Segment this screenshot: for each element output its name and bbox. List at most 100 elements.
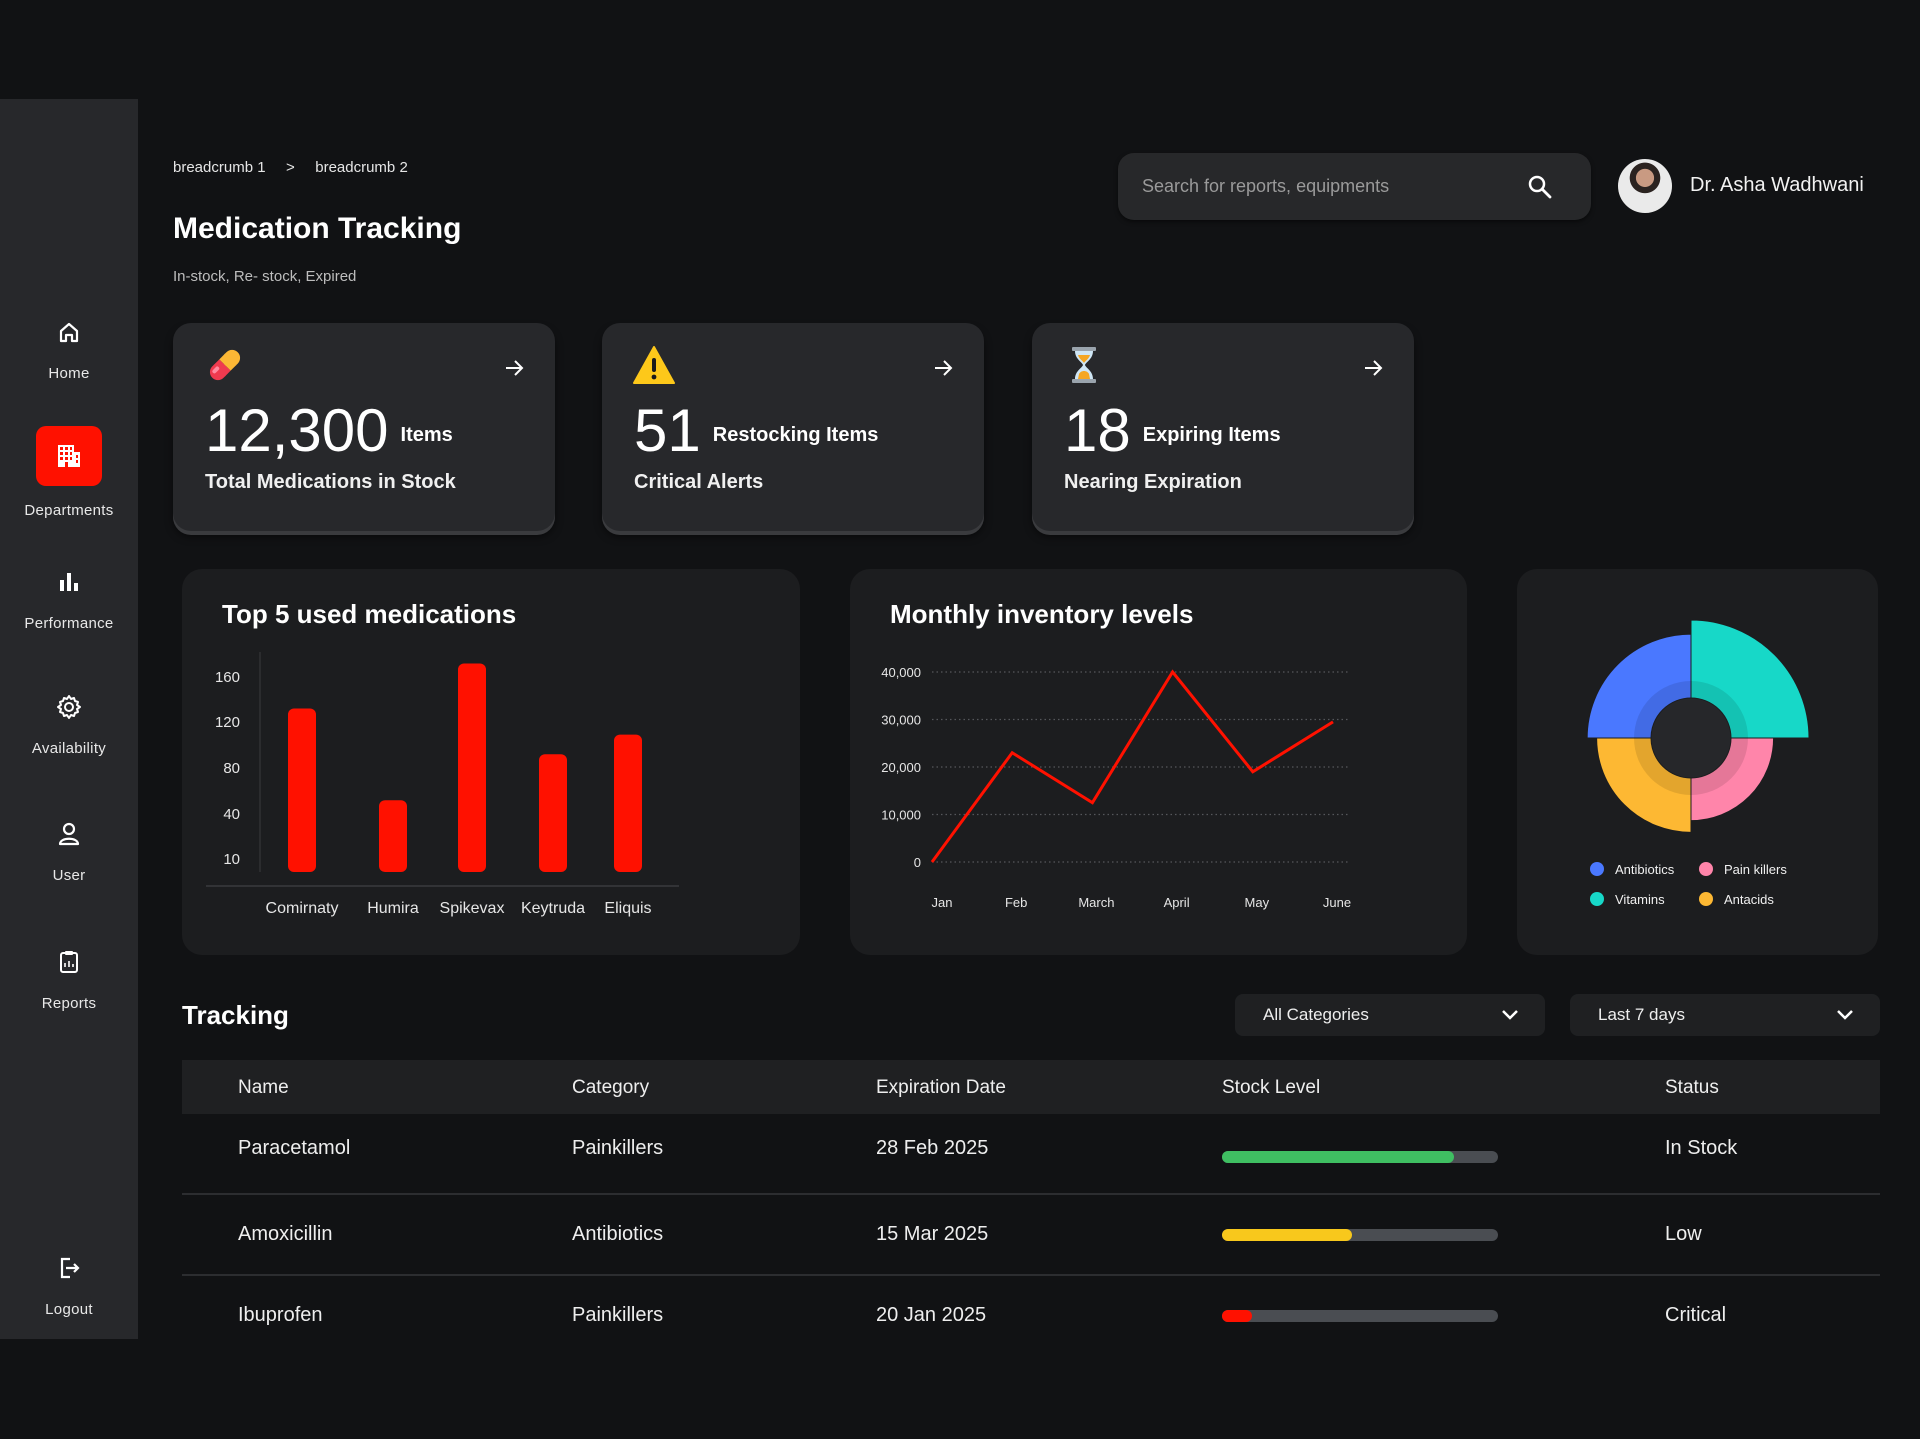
chevron-down-icon — [1837, 1010, 1853, 1020]
sidebar-item-label: Home — [48, 365, 90, 382]
stock-level-fill — [1222, 1151, 1454, 1163]
bar — [539, 754, 567, 872]
stat-card-total-medications[interactable]: 12,300 Items Total Medications in Stock — [173, 323, 555, 531]
column-header-category[interactable]: Category — [572, 1077, 650, 1098]
stat-card-critical-alerts[interactable]: 51 Restocking Items Critical Alerts — [602, 323, 984, 531]
y-tick-label: 40,000 — [881, 665, 921, 680]
breadcrumb: breadcrumb 1 > breadcrumb 2 — [173, 159, 408, 177]
sidebar-item-user[interactable]: User — [0, 819, 138, 884]
x-tick-label: Spikevax — [440, 900, 505, 917]
stat-value: 18 — [1064, 397, 1131, 464]
line-chart: 0 10,000 20,000 30,000 40,000 Jan Feb March Apri… — [881, 665, 1351, 910]
sidebar-item-label: Departments — [24, 502, 114, 519]
user-icon — [58, 822, 80, 846]
departments-button[interactable] — [36, 426, 102, 486]
x-tick-label: Humira — [367, 900, 419, 917]
y-tick-label: 160 — [215, 669, 240, 686]
warning-icon — [633, 346, 675, 384]
stat-label: Nearing Expiration — [1064, 471, 1242, 493]
cell-category: Painkillers — [572, 1137, 664, 1159]
stock-level-bar — [1222, 1310, 1498, 1322]
y-tick-label: 80 — [223, 760, 240, 777]
cell-category: Painkillers — [572, 1304, 664, 1326]
x-tick-label: Comirnaty — [266, 900, 339, 917]
clipboard-icon — [60, 951, 78, 973]
page-subtitle: In-stock, Re- stock, Expired — [173, 268, 357, 285]
sidebar-item-home[interactable]: Home — [0, 317, 138, 382]
legend-label: Antacids — [1724, 892, 1774, 907]
bar — [288, 708, 316, 872]
category-distribution-card: Antibiotics Pain killers Vitamins Antacids — [1517, 569, 1878, 955]
home-icon — [59, 322, 79, 343]
breadcrumb-item[interactable]: breadcrumb 2 — [315, 159, 408, 176]
stat-label: Critical Alerts — [634, 471, 764, 493]
bar-chart-icon — [60, 573, 78, 591]
legend-dot — [1699, 892, 1713, 906]
x-tick-label: Feb — [1005, 895, 1027, 910]
column-header-name[interactable]: Name — [238, 1077, 289, 1098]
x-tick-label: Keytruda — [521, 900, 585, 917]
x-tick-label: March — [1078, 895, 1114, 910]
avatar[interactable] — [1618, 159, 1672, 213]
top-medications-card: 10 40 80 120 160 Comirnaty Humira Spikevax Keytr… — [182, 569, 800, 955]
chart-title: Monthly inventory levels — [890, 599, 1194, 629]
table-row[interactable]: Paracetamol Painkillers 28 Feb 2025 In S… — [182, 1109, 1880, 1189]
category-dropdown[interactable]: All Categories — [1235, 994, 1545, 1036]
period-dropdown[interactable]: Last 7 days — [1570, 994, 1880, 1036]
sidebar-item-reports[interactable]: Reports — [0, 947, 138, 1012]
search-icon[interactable] — [1527, 174, 1553, 200]
gear-icon — [57, 695, 81, 719]
sidebar-item-label: User — [52, 867, 86, 884]
arrow-right-icon[interactable] — [503, 357, 525, 379]
sidebar-item-label: Performance — [24, 615, 114, 632]
period-dropdown-value: Last 7 days — [1598, 1005, 1685, 1024]
table-row[interactable]: Amoxicillin Antibiotics 15 Mar 2025 Low — [182, 1195, 1880, 1275]
stock-level-bar — [1222, 1229, 1498, 1241]
legend-label: Pain killers — [1724, 862, 1787, 877]
legend-dot — [1590, 862, 1604, 876]
search-input[interactable] — [1142, 153, 1522, 220]
breadcrumb-separator: > — [286, 159, 295, 176]
cell-expiry: 15 Mar 2025 — [876, 1223, 989, 1245]
bar — [379, 800, 407, 872]
bar-chart: 10 40 80 120 160 Comirnaty Humira Spikevax Keytr… — [206, 652, 679, 917]
sidebar: Home Departments Performance Availabilit… — [0, 99, 138, 1339]
sidebar-item-departments[interactable]: Departments — [0, 426, 138, 519]
hourglass-icon — [1072, 347, 1096, 383]
x-tick-label: June — [1323, 895, 1351, 910]
stat-unit: Items — [400, 424, 453, 447]
table-header: Name Category Expiration Date Stock Leve… — [182, 1060, 1880, 1114]
user-name: Dr. Asha Wadhwani — [1690, 174, 1864, 196]
cell-name: Ibuprofen — [238, 1304, 323, 1326]
arrow-right-icon[interactable] — [932, 357, 954, 379]
y-tick-label: 20,000 — [881, 760, 921, 775]
column-header-status[interactable]: Status — [1665, 1077, 1719, 1098]
breadcrumb-item[interactable]: breadcrumb 1 — [173, 159, 266, 176]
series-line — [930, 669, 1334, 863]
logout-label: Logout — [45, 1301, 93, 1318]
x-tick-label: May — [1245, 895, 1270, 910]
cell-name: Amoxicillin — [238, 1223, 333, 1245]
sidebar-item-performance[interactable]: Performance — [0, 567, 138, 632]
category-dropdown-value: All Categories — [1263, 1005, 1369, 1024]
cell-name: Paracetamol — [238, 1137, 351, 1159]
stat-card-expiring[interactable]: 18 Expiring Items Nearing Expiration — [1032, 323, 1414, 531]
arrow-right-icon[interactable] — [1362, 357, 1384, 379]
stat-value: 12,300 — [205, 397, 389, 464]
polar-area-chart: Antibiotics Pain killers Vitamins Antacids — [1586, 619, 1810, 907]
sidebar-item-availability[interactable]: Availability — [0, 692, 138, 757]
column-header-stock[interactable]: Stock Level — [1222, 1077, 1321, 1098]
stock-level-fill — [1222, 1229, 1352, 1241]
x-tick-label: April — [1164, 895, 1190, 910]
row-divider — [182, 1274, 1880, 1276]
table-row[interactable]: Ibuprofen Painkillers 20 Jan 2025 Critic… — [182, 1276, 1880, 1356]
y-tick-label: 30,000 — [881, 713, 921, 728]
logout-button[interactable]: Logout — [0, 1253, 138, 1318]
pill-icon — [209, 349, 241, 381]
inventory-levels-card: 0 10,000 20,000 30,000 40,000 Jan Feb March Apri… — [850, 569, 1467, 955]
column-header-expiration[interactable]: Expiration Date — [876, 1077, 1006, 1098]
x-tick-label: Jan — [932, 895, 953, 910]
chevron-down-icon — [1502, 1010, 1518, 1020]
cell-expiry: 20 Jan 2025 — [876, 1304, 987, 1326]
legend-dot — [1699, 862, 1713, 876]
